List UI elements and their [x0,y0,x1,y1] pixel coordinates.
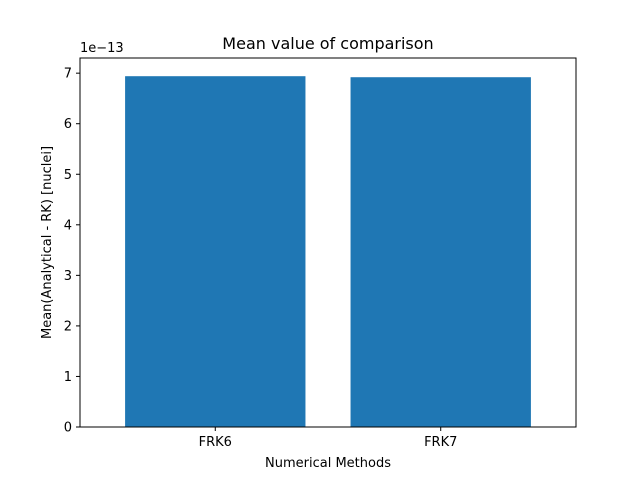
y-axis-label: Mean(Analytical - RK) [nuclei] [40,146,55,339]
plot-frame [79,57,577,428]
y-tick-label: 6 [64,117,72,132]
y-tick-label: 3 [64,269,72,284]
y-tick-label: 7 [64,67,72,82]
y-tick-label: 1 [64,370,72,385]
chart-title: Mean value of comparison [222,34,433,53]
bar-frk7 [350,77,531,427]
y-tick-label: 0 [64,421,72,436]
y-tick-label: 4 [64,218,72,233]
x-axis-ticks: FRK6 FRK7 [199,427,457,450]
y-axis-ticks: 0 1 2 3 4 5 6 7 [64,67,80,436]
bars-layer [125,76,531,427]
y-tick-label: 2 [64,319,72,334]
x-tick-label: FRK6 [199,435,232,450]
y-tick-label: 5 [64,168,72,183]
x-tick-label: FRK7 [424,435,457,450]
y-axis-offset-label: 1e−13 [80,41,124,56]
bar-frk6 [125,76,306,427]
x-axis-label: Numerical Methods [265,456,391,471]
